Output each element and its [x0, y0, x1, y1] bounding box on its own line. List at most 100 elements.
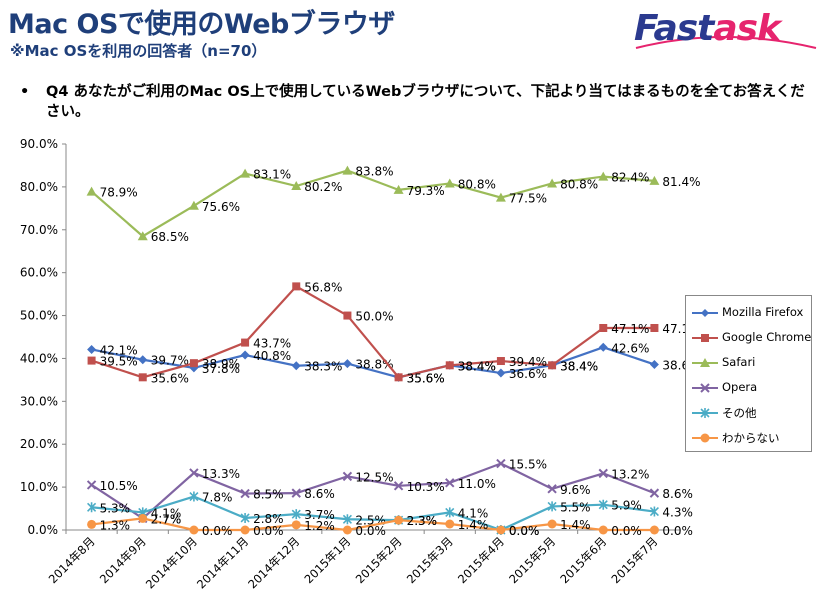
data-label-safari: 68.5%	[151, 230, 189, 244]
data-label-opera: 8.5%	[253, 488, 283, 502]
x-tick-label: 2015年3月	[404, 534, 456, 586]
data-point-mozilla-firefox	[138, 355, 148, 365]
page-subtitle: ※Mac OSを利用の回答者（n=70）	[10, 42, 267, 60]
data-label-opera: 10.3%	[407, 480, 445, 494]
data-label-series-5: 1.3%	[100, 518, 131, 532]
data-label-series-4: 2.8%	[253, 512, 283, 526]
data-label-opera: 8.6%	[304, 487, 335, 501]
data-label-safari: 77.5%	[509, 192, 547, 206]
data-point-series-4	[598, 499, 608, 510]
data-label-series-4: 4.1%	[458, 506, 489, 520]
data-label-safari: 83.8%	[355, 165, 393, 179]
data-point-opera	[496, 458, 506, 469]
data-label-google-chrome: 47.1%	[611, 322, 649, 336]
legend-swatch	[692, 433, 718, 443]
data-point-google-chrome	[343, 311, 352, 320]
data-point-series-5	[291, 520, 301, 530]
y-tick-label: 10.0%	[20, 480, 58, 494]
data-label-series-4: 5.5%	[560, 500, 591, 514]
legend-label: Opera	[722, 380, 758, 394]
data-point-series-4	[547, 501, 557, 512]
y-tick-label: 90.0%	[20, 137, 58, 151]
x-tick-label: 2014年8月	[46, 534, 98, 586]
data-label-mozilla-firefox: 35.6%	[407, 371, 445, 385]
data-point-opera	[393, 481, 404, 491]
data-point-series-4	[189, 491, 199, 502]
data-point-series-4	[649, 506, 659, 517]
data-point-mozilla-firefox	[598, 342, 608, 352]
data-point-opera	[240, 488, 250, 499]
data-label-series-5: 1.2%	[304, 519, 335, 533]
data-label-series-5: 2.3%	[407, 514, 438, 528]
question-text: Q4 あなたがご利用のMac OS上で使用しているWebブラウザについて、下記よ…	[46, 84, 805, 120]
data-label-google-chrome: 35.6%	[151, 371, 189, 385]
data-label-series-4: 4.1%	[151, 506, 182, 520]
logo-text-ask: ask	[713, 8, 781, 49]
data-label-google-chrome: 35.6%	[407, 371, 445, 385]
data-label-google-chrome: 56.8%	[304, 280, 342, 294]
data-point-safari	[444, 178, 455, 188]
fastask-logo: Fastask	[634, 8, 819, 56]
data-label-safari: 83.1%	[253, 168, 291, 182]
data-label-safari: 81.4%	[662, 175, 700, 189]
data-label-mozilla-firefox: 38.4%	[560, 359, 598, 373]
series-line-safari	[90, 169, 655, 238]
data-point-series-4	[445, 507, 455, 518]
data-point-safari	[495, 192, 506, 202]
legend-label: Google Chrome	[722, 330, 812, 344]
legend-swatch	[692, 334, 718, 342]
data-label-google-chrome: 38.4%	[560, 359, 598, 373]
data-label-opera: 15.5%	[509, 458, 547, 472]
x-tick-label: 2014年11月	[194, 534, 251, 591]
data-label-opera: 10.5%	[100, 479, 138, 493]
data-label-mozilla-firefox: 37.8%	[202, 362, 240, 376]
data-point-series-5	[649, 525, 659, 535]
data-label-mozilla-firefox: 38.3%	[304, 360, 342, 374]
y-tick-label: 70.0%	[20, 223, 58, 237]
x-tick-label: 2015年4月	[455, 534, 507, 586]
data-point-series-5	[87, 519, 97, 529]
series-line-series-4	[91, 495, 655, 532]
legend-label: その他	[722, 406, 757, 420]
data-label-safari: 80.2%	[304, 180, 342, 194]
y-tick-label: 40.0%	[20, 351, 58, 365]
data-point-opera	[598, 468, 608, 479]
data-label-safari: 78.9%	[100, 186, 138, 200]
data-point-safari	[547, 178, 558, 188]
data-point-opera	[189, 468, 199, 478]
data-label-safari: 82.4%	[611, 171, 649, 185]
data-point-safari	[240, 168, 251, 178]
y-tick-label: 50.0%	[20, 309, 58, 323]
data-point-safari	[342, 165, 353, 175]
data-point-google-chrome	[445, 361, 454, 370]
x-tick-label: 2014年10月	[143, 534, 200, 591]
data-label-series-4: 7.8%	[202, 491, 233, 505]
data-label-mozilla-firefox: 39.7%	[151, 354, 189, 368]
legend-swatch	[692, 358, 718, 367]
data-point-series-4	[240, 512, 250, 523]
data-point-mozilla-firefox	[649, 359, 659, 369]
data-point-series-5	[342, 525, 352, 535]
x-tick-label: 2015年1月	[301, 534, 353, 586]
data-point-google-chrome	[394, 373, 403, 382]
chart-legend: Mozilla Firefox Google Chrome Safari Opera そ…	[685, 295, 812, 452]
data-label-series-4: 4.3%	[662, 506, 693, 520]
logo-text-fast: Fast	[634, 8, 714, 49]
data-label-series-5: 1.4%	[458, 518, 489, 532]
page-title: Mac OSで使用のWebブラウザ	[8, 9, 395, 40]
y-tick-label: 0.0%	[28, 523, 59, 537]
data-point-google-chrome	[548, 361, 557, 370]
data-point-series-4	[291, 509, 301, 520]
data-label-google-chrome: 50.0%	[355, 310, 393, 324]
data-point-series-5	[598, 525, 608, 535]
data-point-safari	[598, 171, 609, 181]
data-label-google-chrome: 38.4%	[458, 359, 496, 373]
line-chart: 0.0% 10.0% 20.0% 30.0% 40.0% 50.0% 60.0% 70.0% 8…	[20, 137, 701, 591]
data-label-series-5: 0.0%	[509, 524, 539, 538]
data-point-google-chrome	[241, 338, 250, 347]
data-point-series-4	[342, 514, 352, 525]
data-point-series-5	[445, 519, 455, 529]
legend-swatch	[692, 309, 718, 317]
x-tick-label: 2014年12月	[245, 534, 302, 591]
data-label-series-4: 5.9%	[611, 499, 642, 513]
